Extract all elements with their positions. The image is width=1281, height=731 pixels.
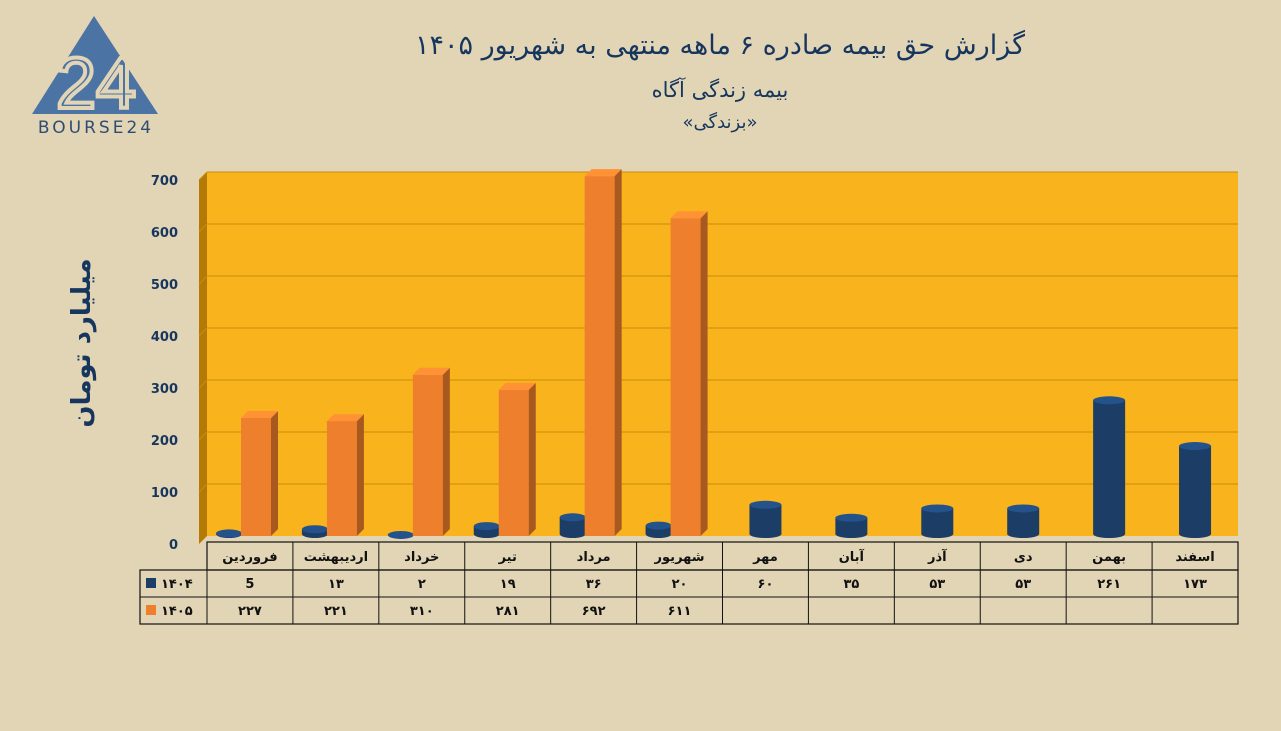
bar-1404-top bbox=[1007, 504, 1040, 513]
bar-1404-top bbox=[473, 522, 500, 531]
bar-1405-top bbox=[412, 367, 450, 375]
gridline bbox=[198, 483, 208, 493]
bar-1404-top bbox=[559, 513, 586, 522]
bar-1405 bbox=[412, 374, 443, 536]
data-label-1404: ۳۵ bbox=[843, 577, 859, 592]
category-label: شهریور bbox=[654, 550, 705, 565]
bar-1404 bbox=[921, 508, 954, 538]
bar-1404-top bbox=[645, 521, 672, 530]
data-label-1404: ۳۶ bbox=[586, 577, 602, 592]
category-label: خرداد bbox=[404, 550, 439, 565]
category-label: بهمن bbox=[1092, 550, 1126, 565]
logo: 24 BOURSE24 bbox=[28, 14, 164, 144]
category-label: مهر bbox=[752, 550, 778, 565]
bar-1404-top bbox=[216, 529, 242, 538]
bar-1404 bbox=[1007, 508, 1040, 538]
category-label: فروردین bbox=[222, 550, 277, 565]
bar-1404-top bbox=[835, 513, 868, 522]
chart-subtitle: بیمه زندگی آگاه bbox=[651, 78, 789, 102]
legend-swatch-1405 bbox=[146, 605, 156, 615]
gridline bbox=[198, 223, 208, 233]
bar-1404-top bbox=[921, 504, 954, 513]
data-label-1404: 5 bbox=[245, 577, 254, 592]
gridline bbox=[198, 327, 208, 337]
data-label-1405: ۶۹۲ bbox=[582, 604, 606, 619]
logo-number: 24 bbox=[56, 44, 136, 118]
bar-1404 bbox=[1093, 400, 1126, 538]
category-label: تیر bbox=[498, 550, 517, 565]
plot-side-wall bbox=[199, 172, 207, 544]
bar-1405 bbox=[670, 218, 701, 536]
bar-1404 bbox=[1179, 446, 1212, 538]
bar-1405-top bbox=[326, 414, 364, 422]
category-label: اسفند bbox=[1175, 550, 1214, 565]
data-label-1404: ۶۰ bbox=[758, 577, 774, 592]
gridline bbox=[198, 275, 208, 285]
gridline bbox=[198, 171, 208, 181]
y-tick-label: 400 bbox=[151, 330, 178, 345]
y-tick-label: 300 bbox=[151, 382, 178, 397]
logo-text: BOURSE24 bbox=[37, 118, 155, 138]
legend-swatch-1404 bbox=[146, 578, 156, 588]
data-label-1404: ۱۷۳ bbox=[1183, 577, 1207, 592]
bar-1404-top bbox=[387, 530, 414, 539]
y-tick-label: 100 bbox=[151, 486, 178, 501]
bar-1404-top bbox=[301, 525, 328, 534]
data-label-1404: ۱۳ bbox=[328, 577, 344, 592]
chart-title: گزارش حق بیمه صادره ۶ ماهه منتهی به شهری… bbox=[415, 30, 1025, 61]
chart-subtitle-2: «بزندگی» bbox=[682, 112, 758, 133]
bar-1405-side bbox=[614, 169, 622, 536]
bar-1404 bbox=[835, 517, 868, 538]
data-label-1404: ۵۳ bbox=[929, 577, 945, 592]
bar-1405-top bbox=[584, 169, 622, 177]
bar-1405 bbox=[498, 389, 529, 536]
data-label-1404: ۱۹ bbox=[500, 577, 516, 592]
y-tick-label: 0 bbox=[169, 538, 178, 553]
data-label-1404: ۵۳ bbox=[1015, 577, 1031, 592]
data-label-1404: ۲۰ bbox=[672, 577, 688, 592]
y-tick-label: 600 bbox=[151, 226, 178, 241]
bar-1405 bbox=[326, 421, 357, 536]
bar-1404 bbox=[749, 504, 782, 538]
y-tick-label: 700 bbox=[151, 174, 178, 189]
category-label: آذر bbox=[927, 548, 947, 565]
bar-1405-side bbox=[356, 414, 364, 536]
data-label-1404: ۲ bbox=[418, 577, 426, 592]
data-label-1405: ۲۸۱ bbox=[496, 604, 520, 619]
y-tick-label: 200 bbox=[151, 434, 178, 449]
data-label-1405: ۳۱۰ bbox=[410, 604, 434, 619]
bar-1405-side bbox=[528, 382, 536, 536]
legend-label-1404: ۱۴۰۴ bbox=[161, 577, 193, 592]
bar-1405-side bbox=[700, 211, 708, 536]
data-label-1404: ۲۶۱ bbox=[1097, 577, 1121, 592]
category-label: آبان bbox=[839, 548, 865, 565]
bar-1404-top bbox=[1179, 442, 1212, 451]
y-tick-label: 500 bbox=[151, 278, 178, 293]
bar-1404-top bbox=[749, 500, 782, 509]
bar-1405-top bbox=[498, 382, 536, 390]
logo-triangle-icon: 24 bbox=[32, 16, 158, 126]
legend-label-1405: ۱۴۰۵ bbox=[161, 604, 193, 619]
category-label: دی bbox=[1014, 550, 1033, 565]
bar-1404-top bbox=[1093, 396, 1126, 405]
bar-1405 bbox=[584, 176, 615, 536]
bar-1405-top bbox=[670, 211, 708, 219]
plot-background bbox=[207, 172, 1238, 536]
bar-1405-top bbox=[241, 410, 278, 418]
bar-1405 bbox=[241, 417, 271, 536]
gridline bbox=[198, 431, 208, 441]
bar-1405-side bbox=[442, 367, 450, 536]
data-label-1405: ۲۲۱ bbox=[324, 604, 348, 619]
gridline bbox=[198, 379, 208, 389]
bar-1404 bbox=[559, 517, 586, 538]
data-label-1405: ۲۲۷ bbox=[238, 604, 262, 619]
category-label: مرداد bbox=[577, 550, 611, 565]
category-label: اردیبهشت bbox=[304, 550, 368, 565]
bar-1405-side bbox=[271, 410, 278, 536]
data-label-1405: ۶۱۱ bbox=[668, 604, 692, 619]
